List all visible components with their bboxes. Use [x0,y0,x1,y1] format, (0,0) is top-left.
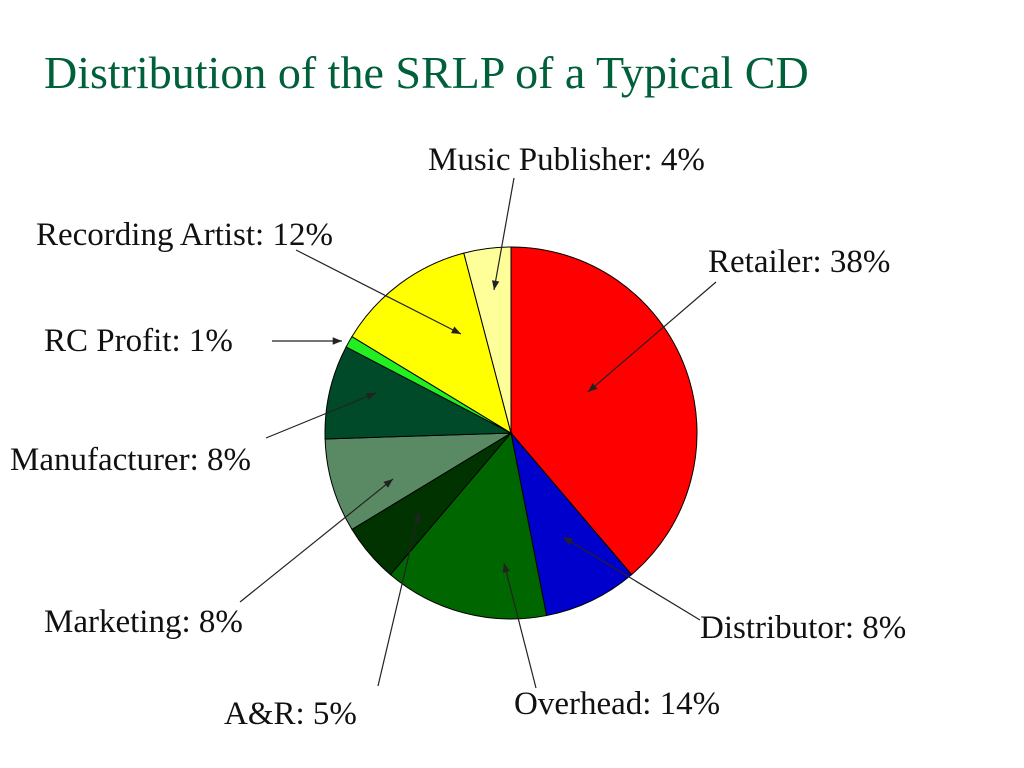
arrowhead-ar [413,512,421,522]
leader-line-overhead [503,562,537,689]
leader-line-retailer [587,281,717,393]
pie-slice-retailer [510,246,698,576]
arrowhead-recording-artist [451,326,461,334]
slice-label-manufacturer: Manufacturer: 8% [10,442,251,478]
slice-label-ar: A&R: 5% [224,696,357,732]
leader-line-recording-artist [295,249,462,335]
leader-line-marketing [239,478,394,603]
chart-title: Distribution of the SRLP of a Typical CD [44,47,809,98]
pie-slice-manufacturer [324,346,513,440]
arrowhead-overhead [502,563,510,573]
leader-line-manufacturer [265,392,377,439]
arrowhead-distributor [563,537,573,545]
slice-label-overhead: Overhead: 14% [514,686,720,722]
arrowhead-rc-profit [332,337,342,345]
slice-label-music-publisher: Music Publisher: 4% [428,142,705,178]
pie-slice-music-publisher [463,246,512,434]
slice-label-marketing: Marketing: 8% [44,604,243,640]
leader-line-distributor [562,536,701,621]
pie-slice-overhead [389,431,548,620]
leader-line-music-publisher [493,177,515,291]
arrowhead-music-publisher [492,280,500,290]
slice-label-distributor: Distributor: 8% [700,610,906,646]
arrowhead-manufacturer [366,393,376,400]
pie-slice-marketing [324,432,513,531]
slice-labels: Retailer: 38% Distributor: 8% Overhead: … [10,142,906,732]
pie-slice-distributor [510,431,633,617]
arrowhead-retailer [588,383,598,392]
leader-line-ar [377,511,420,687]
slice-label-recording-artist: Recording Artist: 12% [36,217,333,253]
slice-label-retailer: Retailer: 38% [708,244,890,280]
arrowhead-marketing [383,479,393,488]
slice-label-rc-profit: RC Profit: 1% [44,323,233,359]
pie-slices [324,246,698,620]
leader-lines [239,177,717,689]
